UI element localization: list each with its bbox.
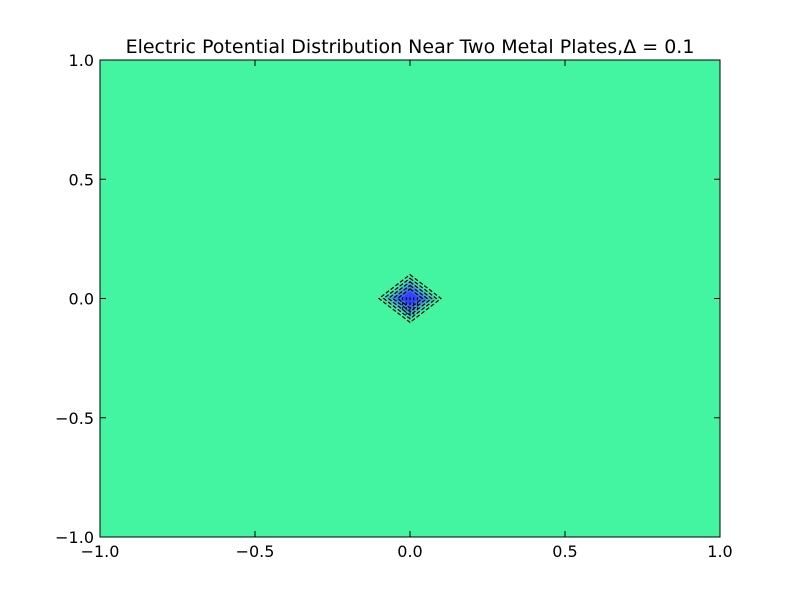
x-tick-label: −1.0 [81,542,120,561]
plot-area [100,60,720,537]
y-tick-label: −1.0 [55,528,94,547]
x-tick-label: 0.5 [552,542,577,561]
x-tick-label: 1.0 [707,542,732,561]
contour-line-0 [378,273,442,324]
y-tick-label: 0.0 [69,290,94,309]
contour-line-1 [382,277,438,320]
y-tick-label: 0.5 [69,170,94,189]
x-tick-label: −0.5 [236,542,275,561]
contour-line-3 [391,284,429,313]
chart-title: Electric Potential Distribution Near Two… [126,36,695,58]
x-tick-label: 0.0 [397,542,422,561]
y-tick-label: −0.5 [55,409,94,428]
axes: −1.0 −0.5 0.0 0.5 1.0 −1.0 −0.5 0.0 0.5 1.0 [55,51,733,561]
y-tick-label: 1.0 [69,51,94,70]
